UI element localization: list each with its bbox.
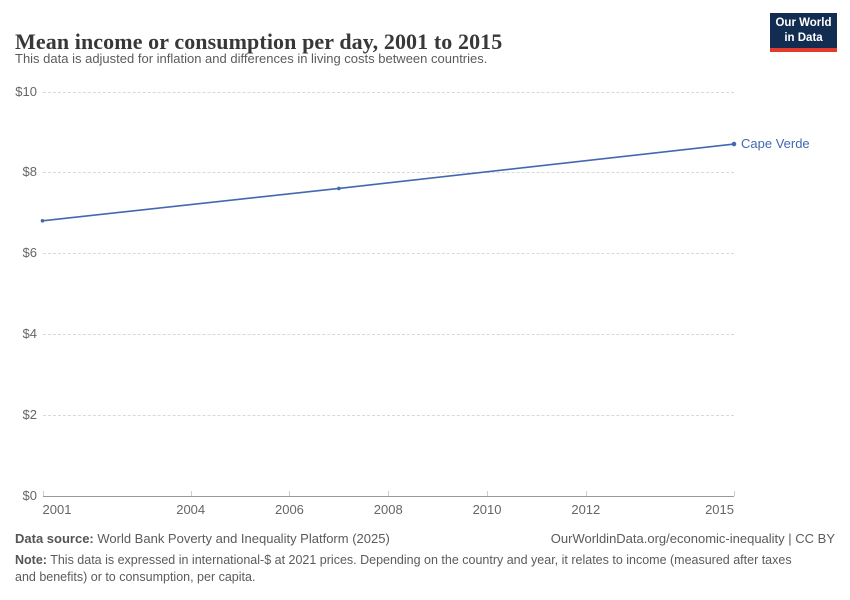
x-axis-tick-label: 2004: [176, 501, 206, 517]
x-axis-tick-label: 2015: [705, 501, 734, 517]
owid-logo-line2: in Data: [784, 31, 823, 44]
x-axis-tick-label: 2001: [42, 501, 72, 517]
owid-logo: Our World in Data: [770, 13, 837, 52]
x-axis-tick: [42, 490, 44, 496]
data-point-marker[interactable]: [337, 186, 341, 191]
series-line[interactable]: [42, 143, 735, 222]
gridline: [42, 253, 734, 255]
data-point-marker[interactable]: [731, 141, 737, 147]
data-source-label: Data source:: [15, 531, 94, 546]
credit-link[interactable]: OurWorldinData.org/economic-inequality |…: [550, 531, 835, 546]
x-axis-tick: [190, 490, 192, 496]
x-axis-line: [42, 495, 734, 497]
x-axis-tick: [388, 490, 390, 496]
chart-subtitle: This data is adjusted for inflation and …: [15, 51, 488, 66]
x-axis-tick: [734, 490, 735, 496]
y-axis-tick-label: $2: [22, 406, 37, 422]
gridline: [42, 172, 734, 174]
y-axis-tick-label: $4: [22, 325, 37, 341]
data-point-marker[interactable]: [40, 218, 45, 223]
data-source-text: Data source: World Bank Poverty and Ineq…: [15, 531, 390, 546]
x-axis-tick-label: 2006: [274, 501, 304, 517]
gridline: [42, 91, 734, 93]
x-axis-tick-label: 2012: [571, 501, 601, 517]
gridline: [42, 414, 734, 416]
x-axis-tick: [585, 490, 587, 496]
x-axis-tick: [487, 490, 489, 496]
y-axis-tick-label: $6: [22, 245, 37, 261]
x-axis-tick-label: 2008: [373, 501, 403, 517]
x-axis-tick-label: 2010: [472, 501, 502, 517]
x-axis-tick: [289, 490, 291, 496]
y-axis-tick-label: $8: [22, 164, 37, 180]
page-title: Mean income or consumption per day, 2001…: [15, 28, 503, 54]
owid-logo-line1: Our World: [775, 17, 832, 30]
footer-source-row: Data source: World Bank Poverty and Ineq…: [15, 531, 835, 546]
note-label: Note:: [15, 553, 47, 567]
y-axis-tick-label: $10: [15, 83, 37, 99]
y-axis-tick-label: $0: [22, 487, 37, 503]
footer-note: Note: This data is expressed in internat…: [15, 553, 792, 584]
gridline: [42, 333, 734, 335]
series-entity-label[interactable]: Cape Verde: [741, 136, 810, 152]
